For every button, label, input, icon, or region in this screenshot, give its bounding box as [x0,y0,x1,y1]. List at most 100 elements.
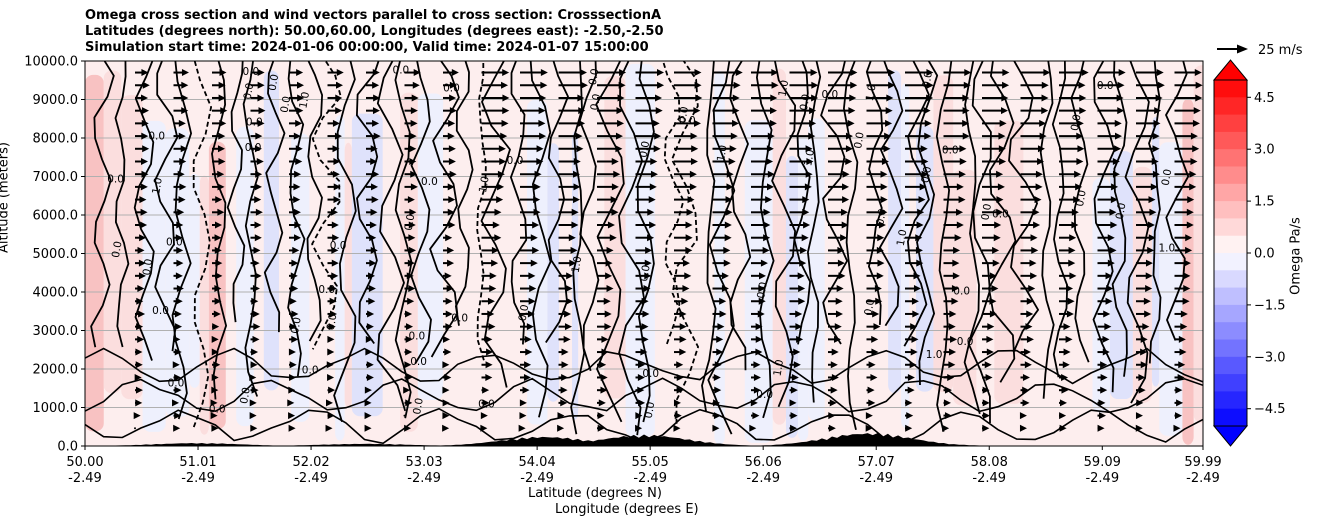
wind-vector-head [333,157,341,165]
wind-vector [212,323,220,331]
wind-vector [635,94,663,102]
wind-vector [674,119,701,127]
wind-vector-head [528,272,536,280]
wind-vector-head [328,323,336,331]
wind-vector-head [1002,69,1010,77]
wind-vector [751,157,774,165]
wind-vector [866,196,888,204]
wind-vector [250,246,261,254]
wind-vector [789,412,798,420]
wind-vector [635,259,652,267]
wind-vector-head [647,234,655,242]
wind-vector-head [962,94,970,102]
y-tick-label: 6000.0 [33,209,79,224]
wind-vector-head [679,335,687,343]
colorbar-segment [1214,97,1247,116]
wind-vector-head [409,145,417,153]
wind-vector [905,310,920,318]
wind-vector-head [905,399,913,407]
wind-vector [789,107,817,115]
wind-vector-head [364,424,372,432]
wind-vector [173,348,182,356]
wind-vector-head [1062,361,1070,369]
wind-vector-head [1114,119,1122,127]
wind-vector [1097,373,1108,381]
colorbar-segment [1214,322,1247,341]
wind-vector [1059,81,1086,89]
wind-vector [828,399,837,407]
wind-vector-head [174,373,182,381]
wind-vector-head [952,272,960,280]
wind-vector-head [1145,285,1153,293]
wind-vector [289,157,303,165]
wind-vector-head [288,348,296,356]
wind-vector [905,157,929,165]
wind-vector [943,348,957,356]
wind-vector [443,297,453,305]
contour-line-low [85,377,1203,414]
wind-vector [1174,132,1198,140]
wind-vector-head [448,157,456,165]
wind-vector-head [917,208,925,216]
wind-vector [520,323,534,331]
wind-vector [443,310,453,318]
wind-vector-head [597,412,605,420]
wind-vector [712,69,743,77]
wind-vector-head [501,81,509,89]
wind-vector [905,234,923,242]
wind-vector [905,412,914,420]
wind-vector [442,361,450,369]
wind-vector-head [652,119,660,127]
wind-vector-head [611,208,619,216]
wind-vector [558,145,584,153]
wind-vector [1136,310,1152,318]
wind-vector [1174,373,1185,381]
wind-vector-head [141,94,149,102]
wind-vector-head [533,183,541,191]
wind-vector [327,107,343,115]
wind-vector [1136,272,1153,280]
wind-vector-head [214,285,222,293]
wind-vector [828,119,855,127]
wind-vector [1059,246,1076,254]
wind-vector [1097,81,1125,89]
wind-vector-head [836,285,844,293]
wind-vector-head [1059,399,1067,407]
wind-vector [1020,297,1034,305]
wind-vector [674,373,684,381]
wind-vector-head [449,107,457,115]
wind-vector [519,412,527,420]
wind-vector-head [806,157,814,165]
wind-vector-head [695,94,703,102]
wind-vector [1059,170,1082,178]
wind-vector-head [835,310,843,318]
wind-vector-head [254,234,262,242]
wind-vector-head [1180,310,1188,318]
wind-vector-head [657,81,665,89]
wind-vector-head [635,412,643,420]
wind-vector-head [579,69,587,77]
contour-value-label: 0.0 [238,386,253,405]
wind-vector-head [501,119,509,127]
wind-vector [558,246,578,254]
wind-vector-head [142,107,150,115]
wind-vector-head [881,157,889,165]
wind-vector [943,170,966,178]
wind-vector [289,132,301,140]
wind-vector [211,373,219,381]
wind-vector [1059,145,1085,153]
wind-vector-head [1140,335,1148,343]
wind-vector [135,335,145,343]
wind-vector [327,94,343,102]
wind-vector [289,69,304,77]
wind-vector [865,412,873,420]
colorbar-tick-label: 1.5 [1254,195,1275,210]
wind-vector [250,297,259,305]
wind-vector [135,81,150,89]
wind-vector-head [871,348,879,356]
wind-vector [1135,412,1143,420]
wind-vector-head [982,424,990,432]
omega-band [1193,65,1203,423]
wind-vector [712,285,729,293]
wind-vector-head [1157,81,1165,89]
